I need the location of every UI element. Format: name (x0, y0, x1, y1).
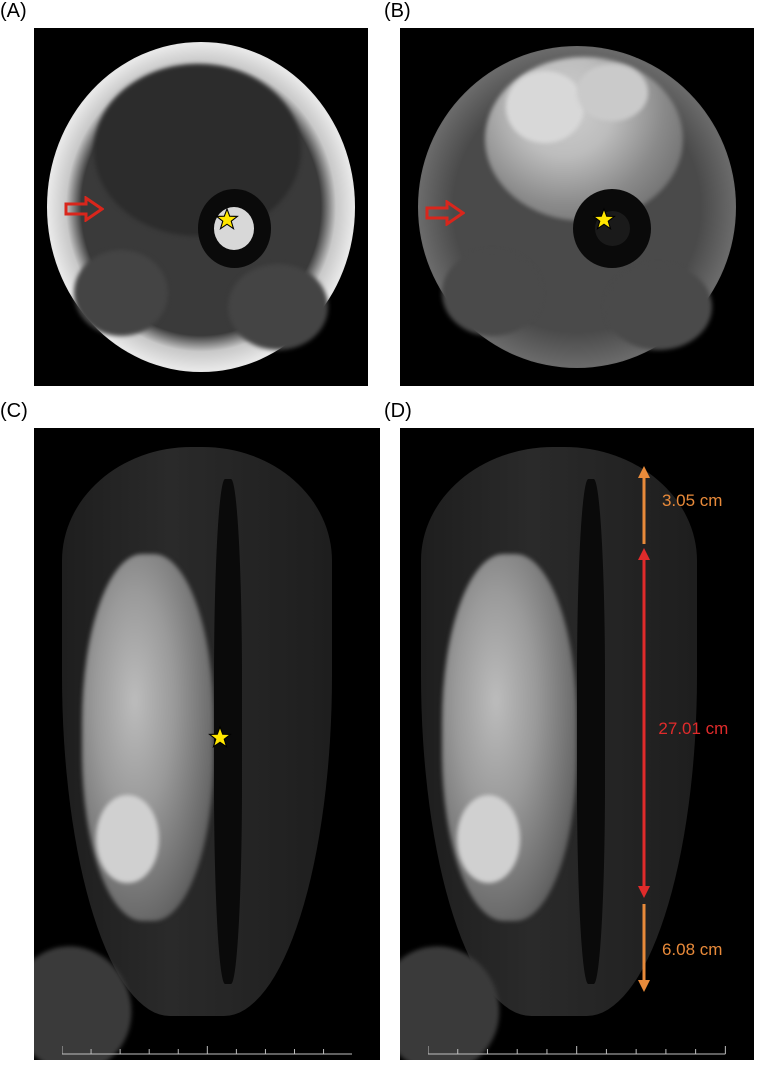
panel-a (34, 28, 368, 386)
measurement-arrow-mid (637, 548, 651, 898)
panel-a-lesion (94, 64, 301, 236)
panel-d: 3.05 cm 27.01 cm 6.08 cm (400, 428, 754, 1060)
measurement-label-mid: 27.01 cm (658, 719, 728, 739)
panel-c (34, 428, 380, 1060)
star-icon (214, 207, 240, 233)
panel-c-lesion-patch (96, 795, 158, 883)
measurement-label-bot: 6.08 cm (662, 940, 722, 960)
panel-b-lesion-patch2 (577, 64, 648, 121)
panel-label-d: (D) (384, 400, 412, 423)
panel-d-bone-shaft (577, 479, 605, 985)
red-arrow-icon (425, 200, 461, 222)
panel-a-muscle-2 (228, 264, 328, 350)
measurement-arrow-top (637, 466, 651, 546)
panel-b-muscle-2 (605, 264, 711, 350)
panel-b (400, 28, 754, 386)
star-icon (207, 725, 233, 751)
panel-d-lesion-patch (457, 795, 521, 883)
panel-label-c: (C) (0, 400, 28, 423)
panel-label-a: (A) (0, 0, 27, 23)
measurement-label-top: 3.05 cm (662, 491, 722, 511)
panel-a-muscle-1 (74, 250, 168, 336)
ruler-icon (428, 1042, 725, 1056)
red-arrow-icon (64, 196, 100, 218)
star-icon (591, 207, 617, 233)
ruler-icon (62, 1042, 353, 1056)
panel-b-muscle-1 (442, 250, 541, 336)
panel-label-b: (B) (384, 0, 411, 23)
measurement-arrow-bot (637, 902, 651, 992)
figure-composite: (A) (B) (C) (D) (0, 0, 770, 1077)
panel-b-lesion-patch (506, 71, 584, 143)
